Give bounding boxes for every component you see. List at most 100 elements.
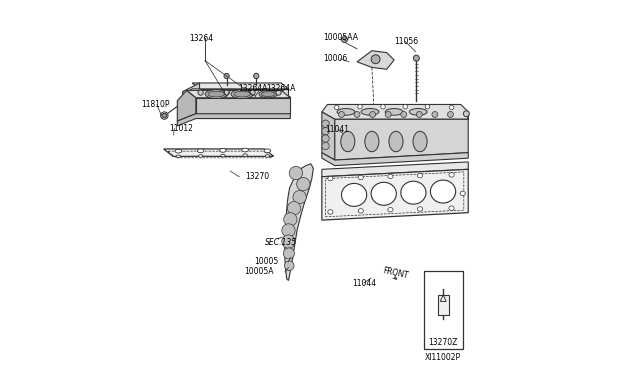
Polygon shape [177, 114, 291, 126]
Ellipse shape [208, 91, 225, 97]
Ellipse shape [205, 90, 227, 99]
Circle shape [447, 112, 453, 118]
Circle shape [381, 105, 385, 109]
Polygon shape [183, 92, 291, 114]
Text: 10005: 10005 [254, 257, 278, 266]
Circle shape [335, 105, 339, 110]
Text: 10005AA: 10005AA [323, 33, 358, 42]
Ellipse shape [221, 154, 225, 157]
Circle shape [322, 142, 329, 150]
Text: FRONT: FRONT [381, 266, 409, 280]
Ellipse shape [388, 174, 393, 179]
Circle shape [425, 105, 429, 109]
Ellipse shape [413, 131, 427, 152]
Circle shape [282, 235, 295, 248]
Circle shape [161, 112, 168, 119]
Ellipse shape [417, 207, 422, 211]
Text: 13264: 13264 [189, 34, 214, 43]
Text: 11041: 11041 [326, 125, 349, 134]
Polygon shape [196, 98, 291, 114]
Circle shape [371, 55, 380, 64]
Circle shape [250, 90, 255, 95]
Ellipse shape [243, 154, 248, 157]
Ellipse shape [328, 176, 333, 181]
Circle shape [358, 105, 362, 109]
Polygon shape [322, 105, 468, 119]
Circle shape [287, 202, 301, 215]
Circle shape [370, 112, 376, 118]
Circle shape [289, 166, 303, 180]
Circle shape [322, 120, 329, 128]
Polygon shape [187, 90, 291, 98]
Text: 11012: 11012 [169, 124, 193, 133]
Polygon shape [192, 83, 289, 89]
Text: 10006: 10006 [323, 54, 348, 63]
Ellipse shape [365, 131, 379, 152]
Ellipse shape [431, 180, 456, 203]
Ellipse shape [340, 131, 355, 152]
Text: SEC.135: SEC.135 [265, 238, 297, 247]
Ellipse shape [358, 175, 364, 180]
Ellipse shape [410, 109, 427, 115]
Circle shape [322, 128, 329, 135]
Ellipse shape [328, 210, 333, 214]
Circle shape [297, 177, 310, 191]
Polygon shape [164, 149, 274, 156]
Bar [424, 271, 463, 349]
Polygon shape [357, 51, 394, 69]
Circle shape [284, 261, 294, 270]
Text: 10005A: 10005A [244, 267, 274, 276]
Text: 11044: 11044 [353, 279, 377, 288]
Circle shape [224, 90, 229, 95]
Ellipse shape [342, 183, 367, 206]
Ellipse shape [337, 109, 355, 115]
Ellipse shape [361, 109, 379, 115]
Ellipse shape [259, 90, 277, 98]
Polygon shape [322, 169, 468, 220]
Circle shape [413, 55, 419, 61]
Polygon shape [335, 112, 468, 160]
Ellipse shape [264, 149, 271, 153]
Ellipse shape [234, 91, 250, 97]
Ellipse shape [261, 92, 275, 96]
Text: 13270: 13270 [245, 172, 269, 181]
Circle shape [276, 90, 281, 95]
Ellipse shape [371, 182, 396, 205]
Circle shape [403, 105, 408, 109]
Polygon shape [183, 83, 200, 95]
Polygon shape [177, 90, 196, 121]
Ellipse shape [175, 149, 182, 153]
Ellipse shape [265, 155, 269, 157]
Circle shape [354, 112, 360, 118]
Circle shape [417, 112, 422, 118]
Polygon shape [200, 89, 289, 105]
Polygon shape [322, 153, 468, 166]
Text: 13270Z: 13270Z [429, 338, 458, 347]
Ellipse shape [449, 206, 454, 211]
Polygon shape [322, 112, 335, 160]
Circle shape [385, 112, 391, 118]
Ellipse shape [388, 208, 393, 212]
Ellipse shape [231, 90, 253, 99]
Circle shape [463, 111, 469, 117]
Ellipse shape [460, 191, 465, 196]
Circle shape [322, 135, 329, 142]
Circle shape [253, 73, 259, 78]
Ellipse shape [197, 149, 204, 153]
Circle shape [284, 213, 297, 226]
Text: 11810P: 11810P [141, 100, 170, 109]
Text: 13264A: 13264A [237, 84, 267, 93]
Text: 13264A: 13264A [266, 84, 296, 93]
Circle shape [401, 112, 407, 118]
Text: 11056: 11056 [394, 37, 419, 46]
Ellipse shape [417, 173, 422, 178]
Ellipse shape [401, 181, 426, 204]
Ellipse shape [449, 173, 454, 177]
Circle shape [449, 105, 454, 110]
Ellipse shape [198, 155, 203, 157]
Circle shape [432, 112, 438, 118]
Circle shape [198, 90, 204, 95]
Circle shape [162, 113, 166, 118]
Circle shape [339, 112, 344, 118]
Ellipse shape [176, 155, 180, 158]
